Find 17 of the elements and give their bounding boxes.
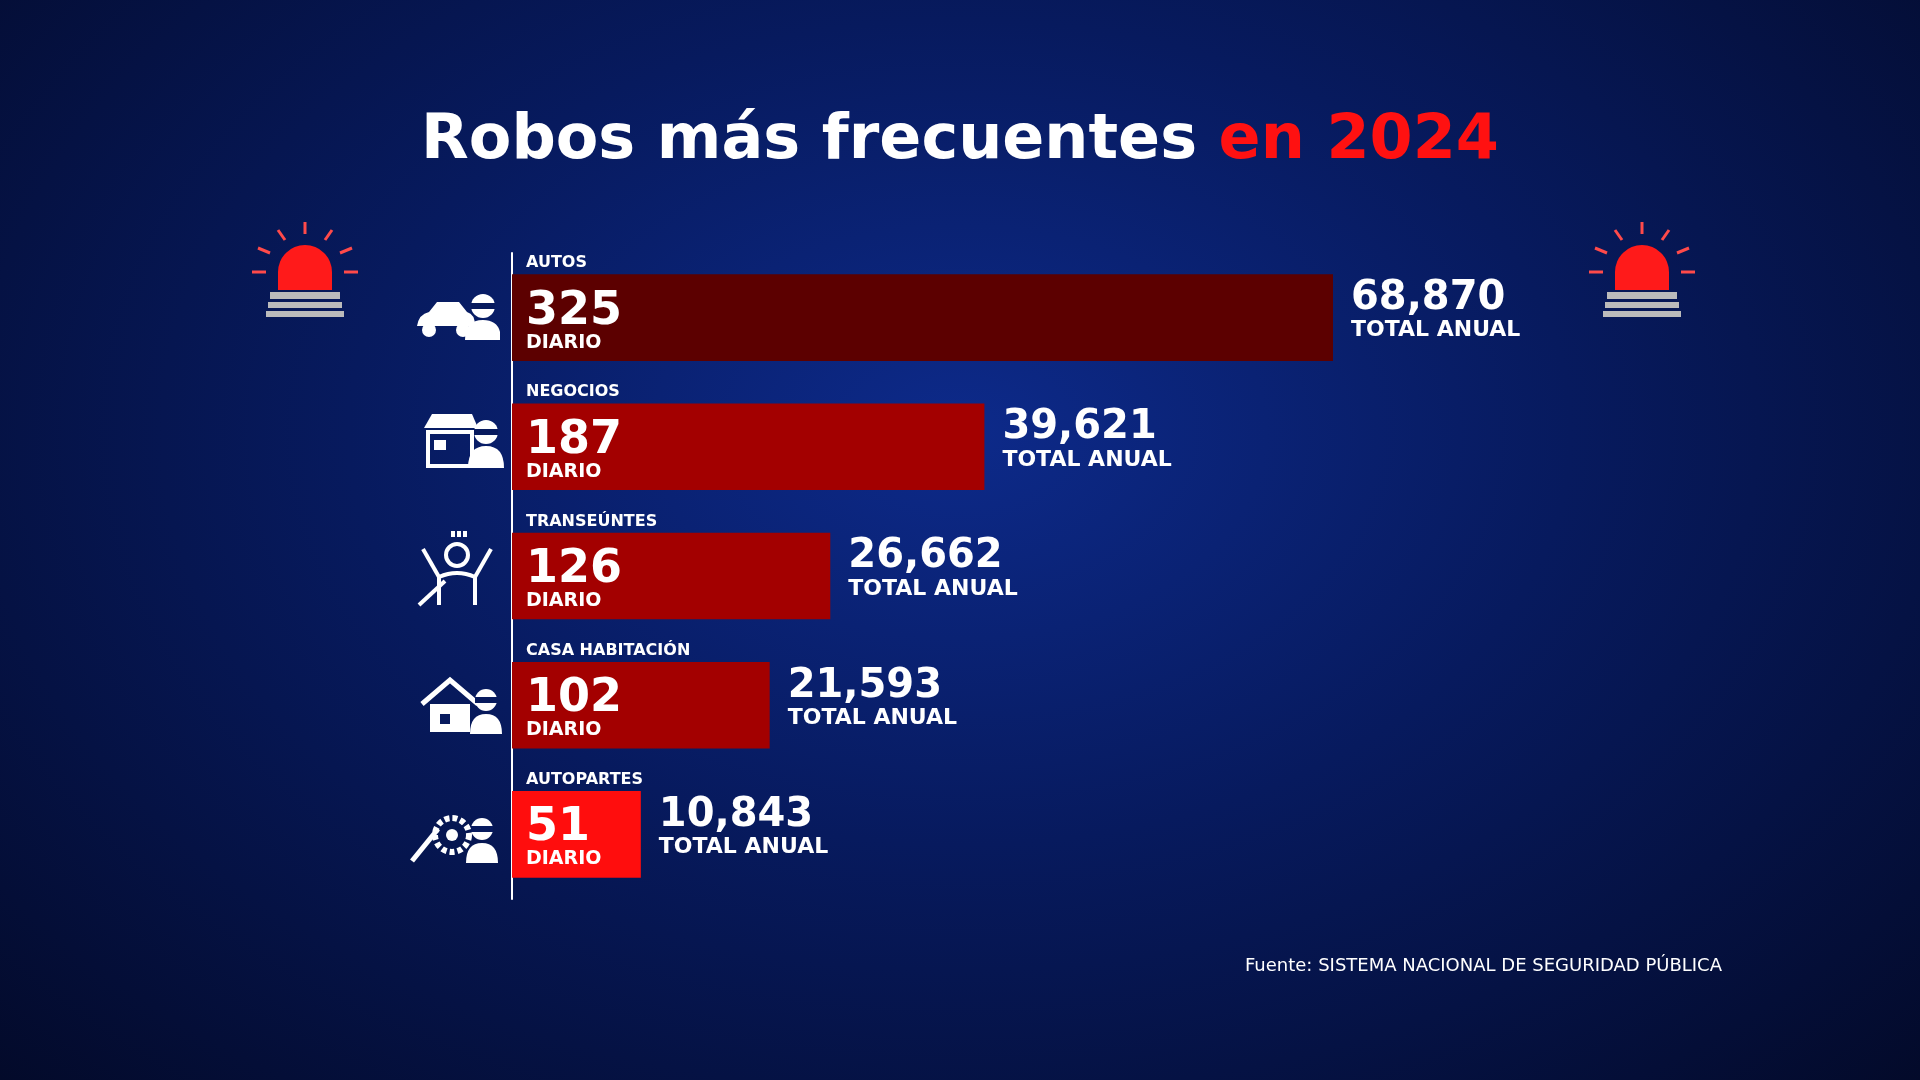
data-label: 325 DIARIO	[526, 280, 623, 352]
annotation: 26,662 TOTAL ANUAL	[848, 530, 1018, 600]
data-label: 102 DIARIO	[526, 668, 623, 740]
annotation: 68,870 TOTAL ANUAL	[1351, 271, 1521, 342]
data-label: 51 DIARIO	[526, 797, 602, 869]
y-tick-label: AUTOPARTES	[526, 768, 644, 788]
y-tick-label: CASA HABITACIÓN	[526, 639, 691, 659]
annotation: 21,593 TOTAL ANUAL	[787, 659, 958, 730]
y-tick-label: TRANSEÚNTES	[526, 510, 658, 530]
data-label: 126 DIARIO	[526, 539, 623, 610]
annotation: 39,621 TOTAL ANUAL	[1002, 401, 1172, 471]
source-note: Fuente: SISTEMA NACIONAL DE SEGURIDAD PÚBLICA	[1244, 953, 1723, 975]
data-label: 187 DIARIO	[526, 409, 623, 481]
chart-title: Robos más frecuentes en 2024	[421, 99, 1499, 173]
y-tick-label: AUTOS	[526, 252, 587, 272]
annotation: 10,843 TOTAL ANUAL	[658, 788, 829, 859]
y-tick-label: NEGOCIOS	[526, 381, 620, 401]
